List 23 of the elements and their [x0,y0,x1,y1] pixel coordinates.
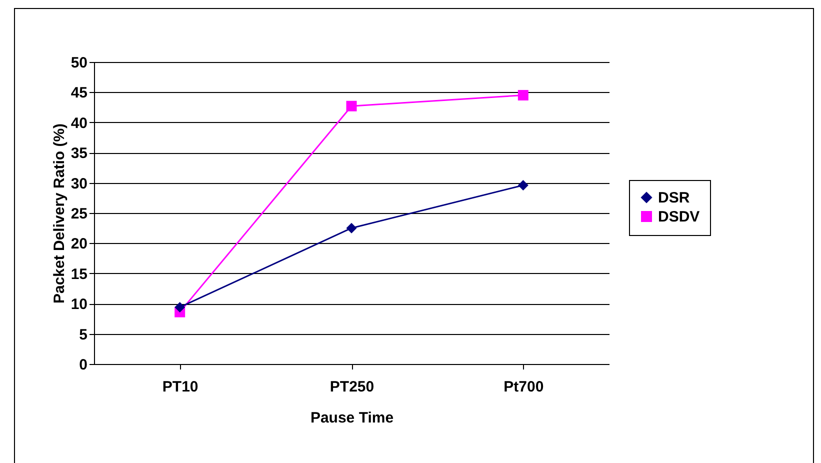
legend-label: DSDV [658,208,700,226]
y-tick-label: 15 [70,266,88,283]
y-tick-label: 0 [79,356,88,374]
y-axis-title: Packet Delivery Ratio (%) [50,123,68,304]
legend-label: DSR [658,190,690,206]
y-tick-label: 10 [70,296,88,314]
y-tick-label: 35 [70,145,88,162]
point [346,100,357,112]
point [518,180,528,190]
point [174,302,186,312]
x-axis-title: Pause Time [310,410,394,426]
y-tick-label: 30 [70,175,88,192]
y-tick-label: 20 [70,236,88,253]
x-tick-label: PT250 [330,378,374,396]
x-tick-label: PT10 [162,378,198,396]
y-tick-label: 5 [79,326,88,344]
point [518,90,528,100]
y-tick-label: 25 [70,206,88,222]
x-tick-label: Pt700 [504,378,544,396]
y-tick-label: 50 [70,54,88,72]
point [346,222,357,234]
y-tick-label: 45 [70,84,88,102]
y-tick-label: 40 [70,114,88,132]
